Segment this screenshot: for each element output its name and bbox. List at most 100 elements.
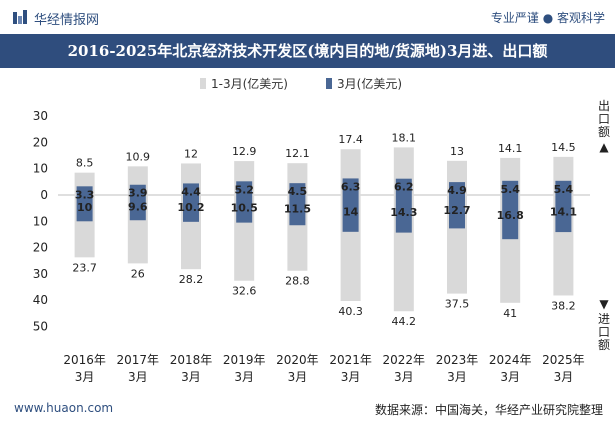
label-q1-import-4: 28.8 [285,275,310,288]
x-tick-label-month-6: 3月 [394,370,414,384]
label-march-export-4: 4.5 [288,185,308,198]
label-q1-export-2: 12 [184,147,198,160]
footer-source: 数据来源：中国海关，华经产业研究院整理 [374,403,603,417]
y-tick-label: 10 [33,214,48,228]
y-tick-label: 10 [33,162,48,176]
label-q1-export-5: 17.4 [338,133,363,146]
label-march-import-3: 10.5 [231,201,258,214]
x-tick-label-month-3: 3月 [234,370,254,384]
label-q1-import-1: 26 [131,267,145,280]
bar-march-5 [342,178,359,232]
x-tick-label-year-2: 2018年 [170,353,213,367]
label-q1-import-2: 28.2 [179,273,204,286]
x-tick-label-month-0: 3月 [75,370,95,384]
label-q1-import-8: 41 [503,307,517,320]
x-tick-label-year-3: 2019年 [223,353,266,367]
y-tick-label: 30 [33,109,48,123]
label-march-import-8: 16.8 [497,209,524,222]
legend-label-q1: 1-3月(亿美元) [211,77,288,91]
x-tick-label-year-4: 2020年 [276,353,319,367]
import-label-text: 进口额 [597,312,610,352]
bar-march-0 [76,186,93,222]
label-q1-export-8: 14.1 [498,142,523,155]
label-march-export-1: 3.9 [128,187,148,200]
bar-march-9 [555,180,572,233]
label-march-export-0: 3.3 [75,188,95,201]
x-tick-label-month-4: 3月 [288,370,308,384]
x-tick-label-month-8: 3月 [500,370,520,384]
label-q1-export-7: 13 [450,145,464,158]
y-tick-label: 0 [40,188,48,202]
label-march-export-8: 5.4 [500,183,520,196]
y-tick-label: 40 [33,293,48,307]
label-march-export-7: 4.9 [447,184,467,197]
x-tick-label-month-7: 3月 [447,370,467,384]
label-q1-import-9: 38.2 [551,299,576,312]
x-tick-label-year-8: 2024年 [489,353,532,367]
x-tick-label-year-6: 2022年 [383,353,426,367]
label-march-import-2: 10.2 [177,201,204,214]
bar-march-3 [236,181,253,223]
legend-label-march: 3月(亿美元) [337,77,402,91]
x-tick-label-month-5: 3月 [341,370,361,384]
x-tick-label-year-1: 2017年 [117,353,160,367]
export-side-label: 出口额 ▲ [597,100,611,154]
import-side-label: ▼ 进口额 [597,298,611,352]
label-march-import-1: 9.6 [128,200,148,213]
x-tick-label-year-9: 2025年 [542,353,585,367]
x-tick-label-year-5: 2021年 [329,353,372,367]
label-q1-import-5: 40.3 [338,305,363,318]
bar-march-6 [395,178,412,233]
chart-title: 2016-2025年北京经济技术开发区(境内目的地/货源地)3月进、出口额 [0,34,615,68]
label-march-import-5: 14 [343,206,359,219]
label-march-export-2: 4.4 [181,185,201,198]
label-q1-import-7: 37.5 [445,298,470,311]
bar-march-1 [129,184,146,221]
top-bar: 华经情报网 专业严谨 ● 客观科学 [0,0,615,34]
bar-march-2 [183,183,199,222]
bar-march-8 [502,180,519,240]
label-march-export-6: 6.2 [394,181,414,194]
label-q1-import-0: 23.7 [72,261,97,274]
legend-swatch-q1 [200,78,206,89]
brand-name: 华经情报网 [34,13,100,28]
label-q1-export-4: 12.1 [285,147,310,160]
legend-item-march: 3月(亿美元) [326,75,402,92]
bar-chart-logo-icon [13,10,27,24]
label-march-export-3: 5.2 [234,183,254,196]
y-tick-label: 50 [33,320,48,334]
label-march-export-9: 5.4 [554,183,574,196]
y-tick-label: 20 [33,241,48,255]
label-march-import-0: 10 [77,201,93,214]
x-tick-label-year-0: 2016年 [63,353,106,367]
label-march-import-4: 11.5 [284,203,311,216]
footer-website[interactable]: www.huaon.com [14,401,114,415]
y-tick-label: 20 [33,135,48,149]
label-q1-export-9: 14.5 [551,141,576,154]
label-q1-export-1: 10.9 [126,150,151,163]
tagline: 专业严谨 ● 客观科学 [490,11,605,25]
label-q1-export-0: 8.5 [76,157,94,170]
label-march-export-5: 6.3 [341,180,361,193]
x-tick-label-year-7: 2023年 [436,353,479,367]
label-march-import-6: 14.3 [390,206,417,219]
label-q1-export-3: 12.9 [232,145,257,158]
down-arrow-icon: ▼ [599,297,609,311]
x-tick-label-month-1: 3月 [128,370,148,384]
label-q1-import-6: 44.2 [392,315,417,328]
bar-march-4 [289,183,306,226]
x-tick-label-month-9: 3月 [554,370,574,384]
up-arrow-icon: ▲ [599,140,609,154]
bar-march-7 [449,182,465,229]
label-q1-export-6: 18.1 [392,131,417,144]
label-march-import-9: 14.1 [550,206,577,219]
legend: 1-3月(亿美元) 3月(亿美元) [0,75,615,93]
legend-swatch-march [326,78,332,89]
y-tick-label: 30 [33,267,48,281]
label-march-import-7: 12.7 [443,204,470,217]
label-q1-import-3: 32.6 [232,285,257,298]
export-label-text: 出口额 [597,99,610,139]
legend-item-q1: 1-3月(亿美元) [200,75,288,92]
x-tick-label-month-2: 3月 [181,370,201,384]
